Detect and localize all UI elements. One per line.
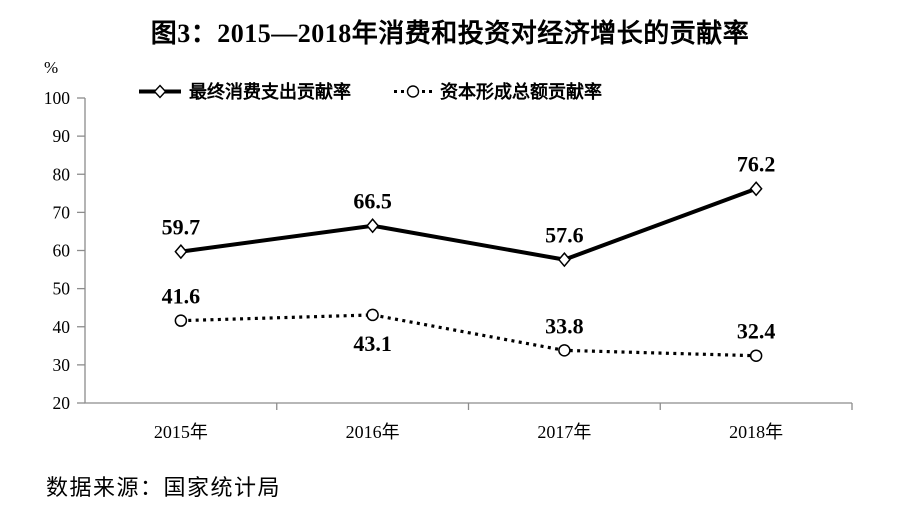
investment-series-line — [180, 313, 757, 358]
diamond-marker — [174, 243, 188, 260]
data-point-label: 41.6 — [162, 284, 201, 309]
x-tick-label: 2015年 — [154, 422, 208, 442]
circle-marker — [749, 349, 763, 362]
data-point-label: 32.4 — [737, 319, 776, 344]
legend-label-consumption: 最终消费支出贡献率 — [189, 82, 351, 102]
data-point-label: 57.6 — [545, 223, 584, 248]
diamond-marker — [557, 251, 571, 268]
y-tick-label: 40 — [53, 317, 71, 337]
y-tick-label: 100 — [44, 88, 71, 108]
solid-line-diamond-icon — [139, 83, 181, 99]
y-tick-label: 80 — [53, 164, 71, 184]
legend-label-investment: 资本形成总额贡献率 — [440, 82, 602, 102]
dotted-line-circle-icon — [394, 84, 432, 98]
legend-entry-investment: 资本形成总额贡献率 — [393, 78, 602, 104]
x-tick-label: 2017年 — [537, 422, 591, 442]
circle-marker — [558, 344, 571, 357]
chart-title: 图3：2015—2018年消费和投资对经济增长的贡献率 — [150, 19, 750, 48]
y-tick-label: 70 — [53, 202, 71, 222]
y-tick-label: 20 — [53, 393, 71, 413]
y-tick-label: 90 — [53, 126, 71, 146]
x-tick-label: 2016年 — [346, 422, 400, 442]
x-tick-label: 2018年 — [729, 422, 783, 442]
source-note: 数据来源：国家统计局 — [46, 475, 282, 500]
y-tick-label: 60 — [53, 241, 71, 261]
data-point-label: 76.2 — [737, 152, 776, 177]
y-tick-label: 50 — [53, 279, 71, 299]
circle-marker — [366, 308, 379, 322]
data-point-label: 59.7 — [162, 215, 201, 240]
y-axis-unit-label: % — [44, 58, 59, 77]
circle-marker — [174, 314, 188, 327]
data-point-label: 43.1 — [353, 331, 392, 356]
consumption-series-line — [180, 186, 757, 262]
legend-entry-consumption: 最终消费支出贡献率 — [138, 78, 351, 104]
legend: 最终消费支出贡献率 资本形成总额贡献率 — [138, 78, 602, 104]
diamond-marker — [749, 181, 763, 197]
data-point-label: 66.5 — [353, 189, 392, 214]
data-point-label: 33.8 — [545, 313, 584, 338]
y-tick-label: 30 — [53, 355, 71, 375]
diamond-marker — [366, 218, 380, 234]
